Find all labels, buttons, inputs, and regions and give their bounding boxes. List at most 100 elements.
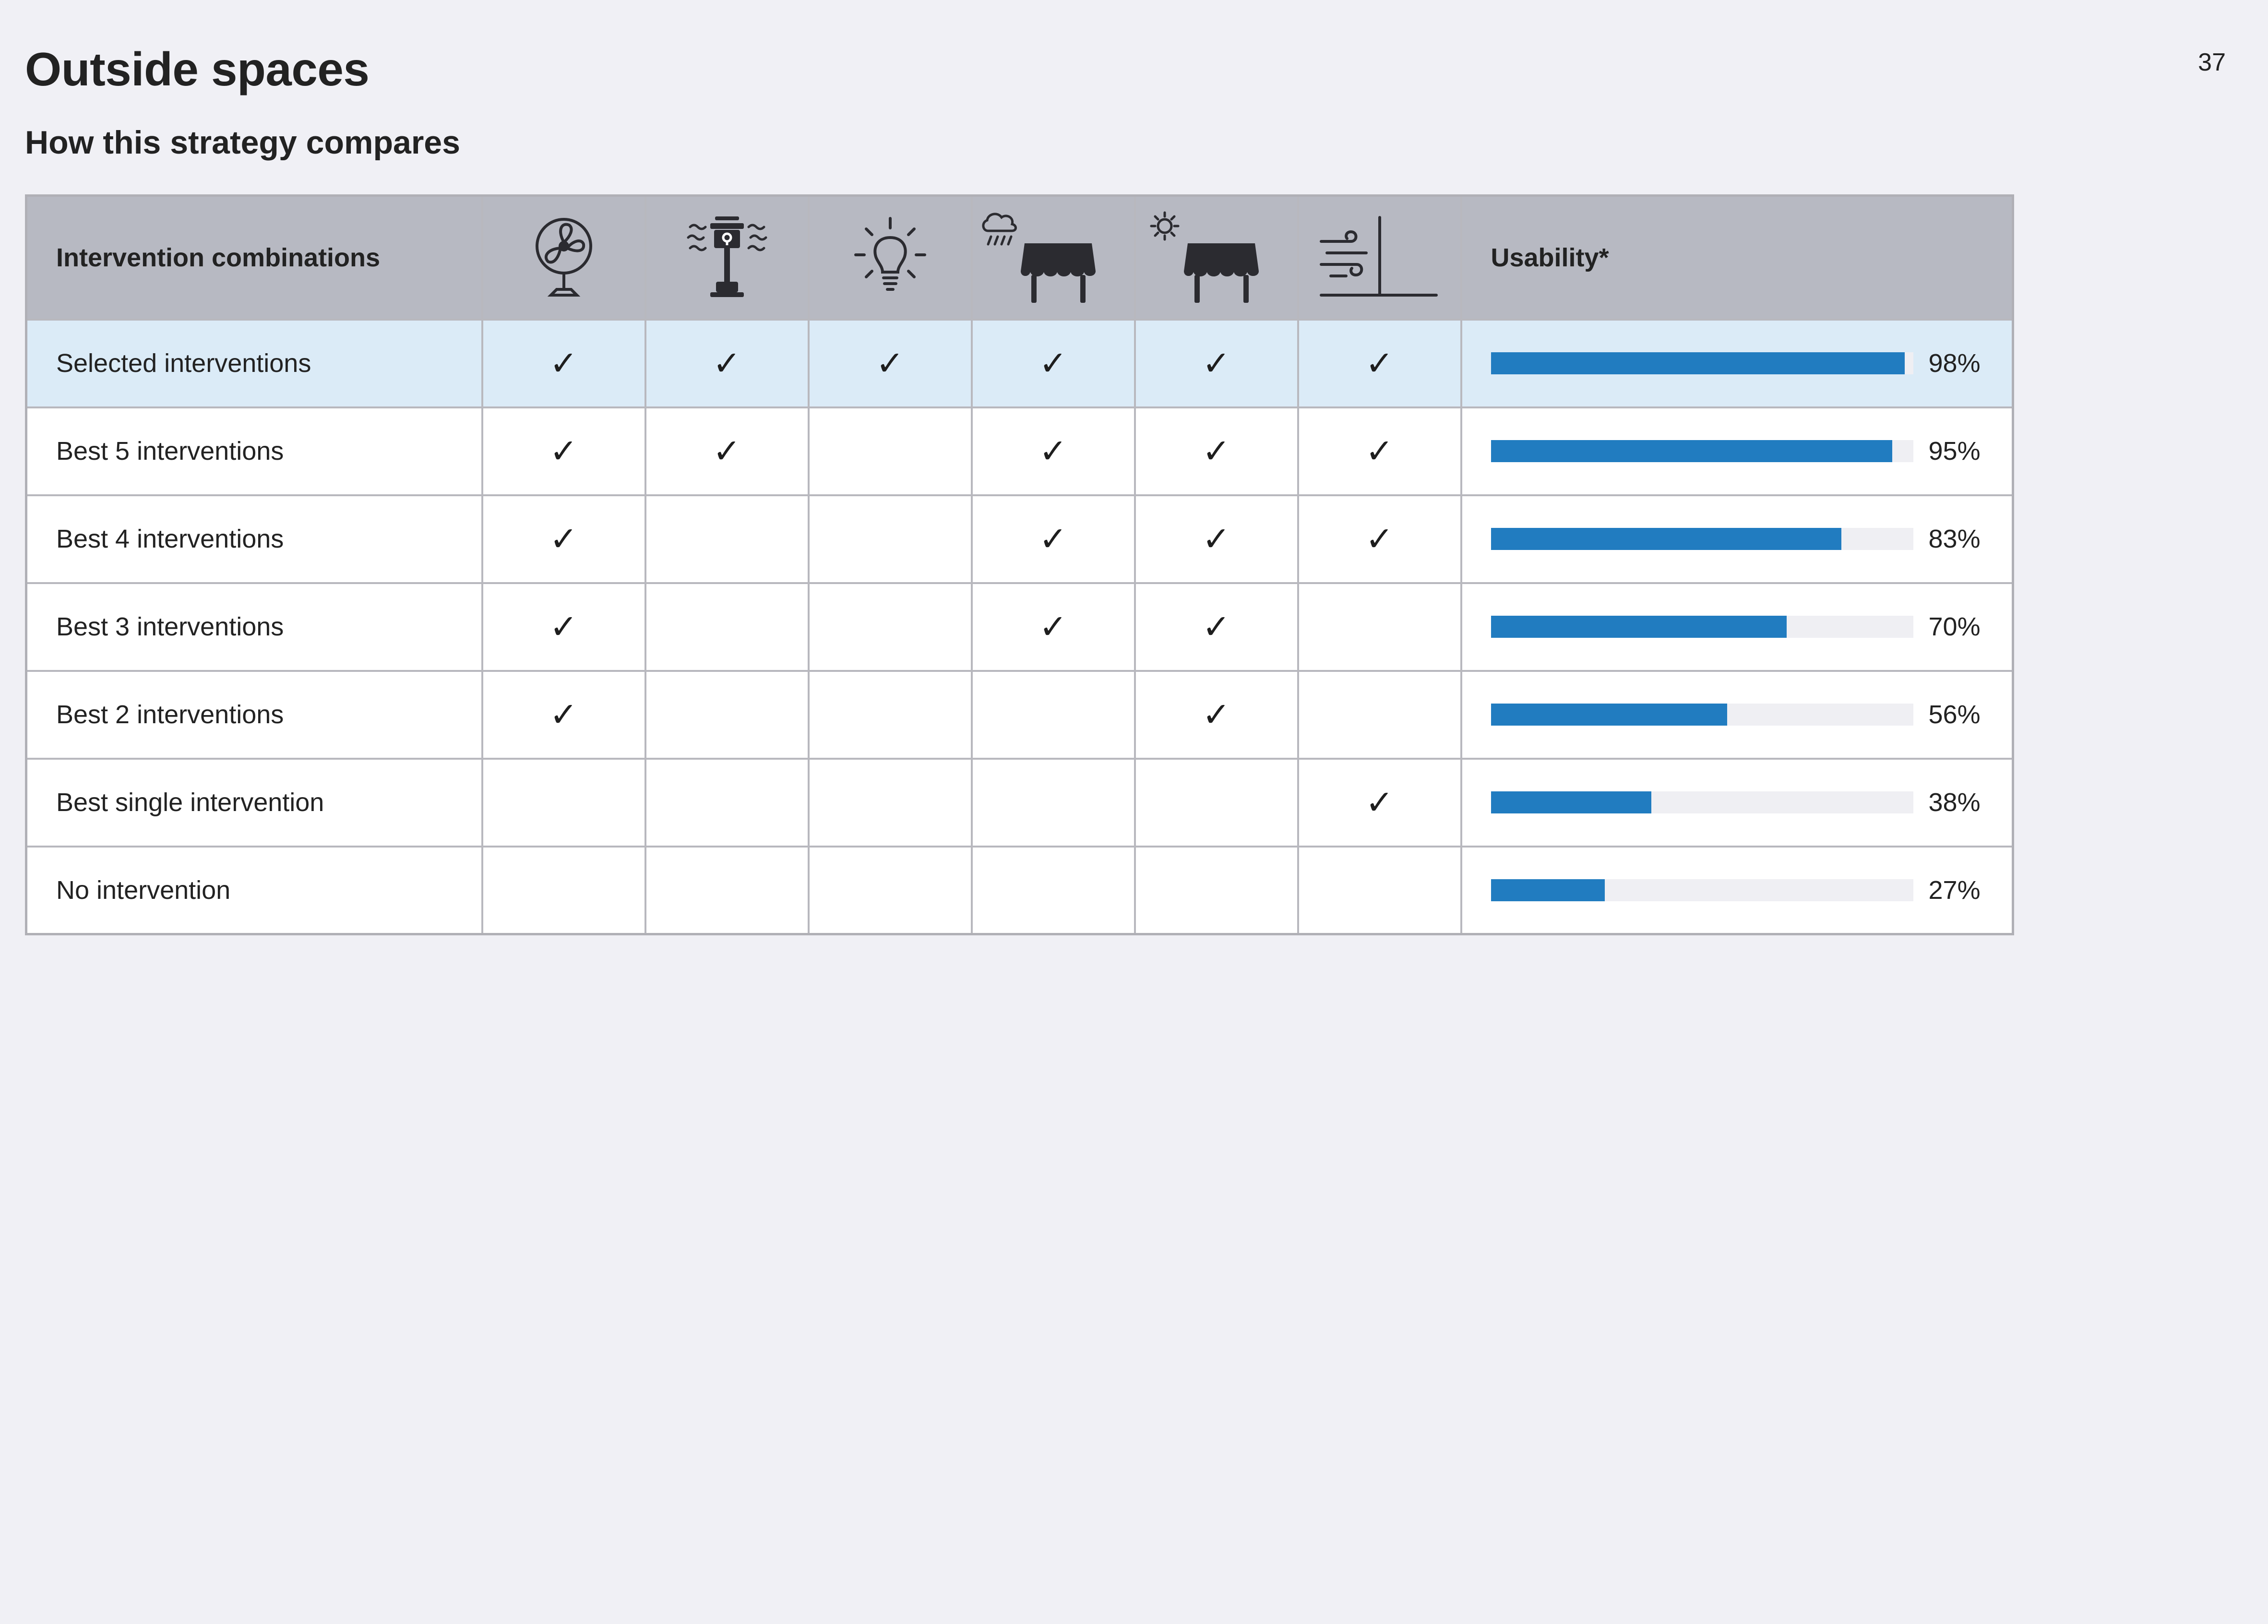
table-row: Selected interventions ✓ ✓ ✓ ✓ ✓ ✓ 98%	[25, 318, 2014, 408]
checkmark-icon: ✓	[549, 695, 578, 734]
usability-bar-track	[1491, 616, 1913, 638]
usability-percent: 56%	[1928, 700, 1981, 729]
checkmark-icon: ✓	[1365, 344, 1394, 383]
usability-cell: 98%	[1460, 318, 2014, 408]
check-cell-sun-awning: ✓	[1134, 406, 1299, 496]
check-cell-rain-awning: ✓	[970, 318, 1136, 408]
usability-cell: 56%	[1460, 669, 2014, 760]
usability-cell: 27%	[1460, 845, 2014, 935]
usability-cell: 70%	[1460, 582, 2014, 672]
check-cell-electric-fan: ✓	[481, 318, 646, 408]
check-cell-light-bulb	[807, 845, 973, 935]
check-cell-sun-awning	[1134, 845, 1299, 935]
row-label: Selected interventions	[25, 318, 483, 408]
intervention-combinations-header: Intervention combinations	[25, 194, 483, 321]
check-cell-electric-fan: ✓	[481, 406, 646, 496]
row-label: Best 2 interventions	[25, 669, 483, 760]
page-title: Outside spaces	[25, 43, 370, 96]
checkmark-icon: ✓	[1202, 519, 1230, 559]
checkmark-icon: ✓	[1202, 344, 1230, 383]
check-cell-light-bulb	[807, 669, 973, 760]
check-cell-patio-heater: ✓	[644, 318, 810, 408]
comparison-table: Intervention combinations	[25, 194, 2014, 935]
light-bulb-icon	[807, 194, 973, 321]
table-row: Best 2 interventions ✓ ✓ 56%	[25, 669, 2014, 760]
check-cell-patio-heater	[644, 669, 810, 760]
check-cell-wind-barrier: ✓	[1297, 318, 1462, 408]
checkmark-icon: ✓	[1202, 695, 1230, 734]
check-cell-rain-awning: ✓	[970, 406, 1136, 496]
wind-barrier-icon	[1297, 194, 1462, 321]
check-cell-sun-awning: ✓	[1134, 318, 1299, 408]
usability-percent: 98%	[1928, 349, 1981, 378]
usability-cell: 95%	[1460, 406, 2014, 496]
check-cell-sun-awning: ✓	[1134, 582, 1299, 672]
row-label: Best single intervention	[25, 757, 483, 848]
check-cell-light-bulb	[807, 582, 973, 672]
check-cell-electric-fan	[481, 757, 646, 848]
checkmark-icon: ✓	[1365, 519, 1394, 559]
usability-cell: 83%	[1460, 494, 2014, 584]
check-cell-sun-awning	[1134, 757, 1299, 848]
usability-bar-track	[1491, 352, 1913, 374]
checkmark-icon: ✓	[549, 607, 578, 646]
usability-bar-fill	[1491, 791, 1651, 813]
check-cell-patio-heater: ✓	[644, 406, 810, 496]
checkmark-icon: ✓	[1365, 783, 1394, 822]
checkmark-icon: ✓	[1039, 607, 1067, 646]
check-cell-wind-barrier: ✓	[1297, 757, 1462, 848]
check-cell-light-bulb: ✓	[807, 318, 973, 408]
usability-bar-fill	[1491, 704, 1728, 726]
page-number: 37	[2198, 48, 2226, 76]
checkmark-icon: ✓	[549, 344, 578, 383]
check-cell-electric-fan: ✓	[481, 494, 646, 584]
usability-cell: 38%	[1460, 757, 2014, 848]
check-cell-rain-awning	[970, 845, 1136, 935]
checkmark-icon: ✓	[713, 344, 741, 383]
table-row: Best single intervention ✓ 38%	[25, 757, 2014, 848]
patio-heater-icon	[644, 194, 810, 321]
sun-awning-icon	[1134, 194, 1299, 321]
usability-percent: 38%	[1928, 788, 1981, 817]
usability-bar-track	[1491, 528, 1913, 550]
check-cell-electric-fan: ✓	[481, 669, 646, 760]
usability-percent: 83%	[1928, 525, 1981, 553]
table-header-row: Intervention combinations	[25, 194, 2014, 321]
checkmark-icon: ✓	[1039, 431, 1067, 471]
usability-bar-fill	[1491, 352, 1905, 374]
check-cell-electric-fan	[481, 845, 646, 935]
checkmark-icon: ✓	[1039, 344, 1067, 383]
page-subtitle: How this strategy compares	[25, 124, 460, 161]
usability-bar-track	[1491, 704, 1913, 726]
table-row: No intervention 27%	[25, 845, 2014, 935]
check-cell-rain-awning	[970, 669, 1136, 760]
check-cell-wind-barrier	[1297, 582, 1462, 672]
check-cell-patio-heater	[644, 845, 810, 935]
checkmark-icon: ✓	[549, 519, 578, 559]
check-cell-light-bulb	[807, 757, 973, 848]
usability-bar-fill	[1491, 879, 1605, 901]
check-cell-wind-barrier: ✓	[1297, 406, 1462, 496]
row-label: No intervention	[25, 845, 483, 935]
checkmark-icon: ✓	[713, 431, 741, 471]
check-cell-wind-barrier	[1297, 669, 1462, 760]
checkmark-icon: ✓	[876, 344, 904, 383]
table-body: Selected interventions ✓ ✓ ✓ ✓ ✓ ✓ 98% Best 5 in…	[25, 318, 2014, 935]
row-label: Best 5 interventions	[25, 406, 483, 496]
check-cell-light-bulb	[807, 406, 973, 496]
table-row: Best 5 interventions ✓ ✓ ✓ ✓ ✓ 95%	[25, 406, 2014, 496]
check-cell-sun-awning: ✓	[1134, 669, 1299, 760]
check-cell-patio-heater	[644, 757, 810, 848]
usability-header: Usability*	[1460, 194, 2014, 321]
check-cell-light-bulb	[807, 494, 973, 584]
table-row: Best 3 interventions ✓ ✓ ✓ 70%	[25, 582, 2014, 672]
check-cell-electric-fan: ✓	[481, 582, 646, 672]
table-row: Best 4 interventions ✓ ✓ ✓ ✓ 83%	[25, 494, 2014, 584]
usability-bar-track	[1491, 879, 1913, 901]
row-label: Best 4 interventions	[25, 494, 483, 584]
check-cell-patio-heater	[644, 494, 810, 584]
checkmark-icon: ✓	[1039, 519, 1067, 559]
checkmark-icon: ✓	[1365, 431, 1394, 471]
checkmark-icon: ✓	[1202, 431, 1230, 471]
electric-fan-icon	[481, 194, 646, 321]
